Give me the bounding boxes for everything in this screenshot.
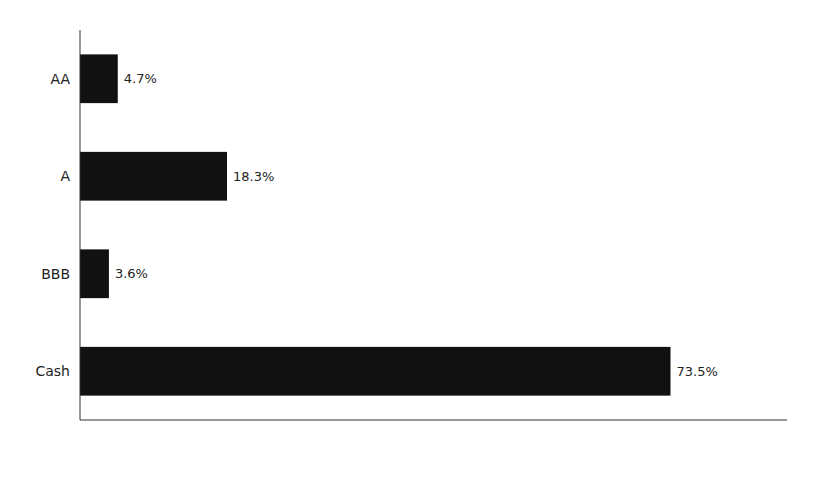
y-tick-label: Cash: [35, 363, 70, 379]
data-label: 18.3%: [233, 169, 274, 184]
chart-container: 4.7%18.3%3.6%73.5%AAABBBCash: [0, 0, 827, 480]
y-tick-label: A: [60, 168, 70, 184]
data-label: 3.6%: [115, 266, 148, 281]
bar: [80, 347, 671, 396]
y-axis-line: [80, 30, 81, 420]
x-axis-line: [80, 420, 787, 421]
y-tick-label: BBB: [41, 266, 70, 282]
bars: [80, 54, 671, 395]
page: {"chart_data": {"type": "bar", "orientat…: [0, 0, 827, 480]
data-label: 4.7%: [124, 71, 157, 86]
chart: 4.7%18.3%3.6%73.5%AAABBBCash: [0, 0, 827, 480]
data-label: 73.5%: [677, 364, 718, 379]
bar: [80, 54, 118, 103]
y-tick-label: AA: [50, 71, 70, 87]
bar: [80, 152, 227, 201]
bar: [80, 249, 109, 298]
